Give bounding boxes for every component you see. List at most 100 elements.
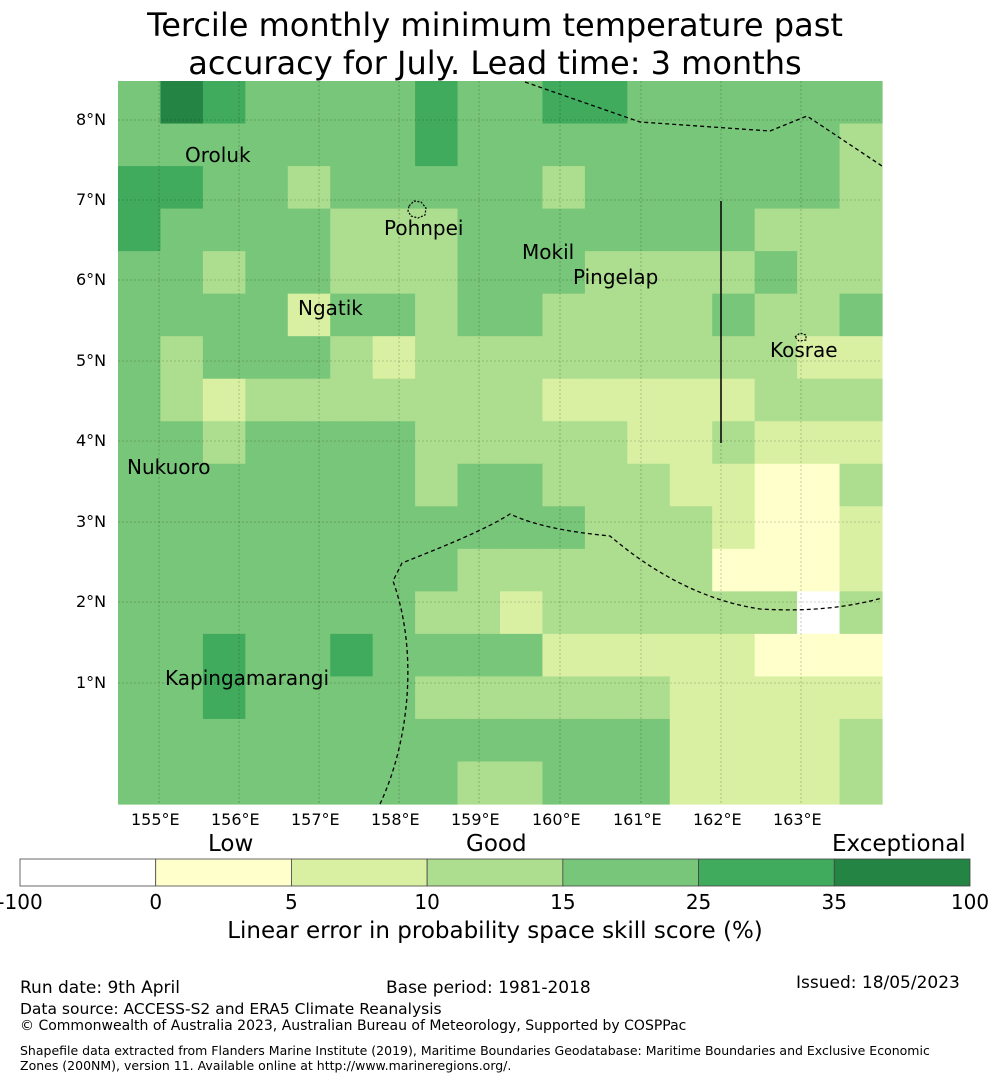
grid-cell <box>372 336 416 380</box>
grid-cell <box>372 378 416 422</box>
grid-cell <box>669 336 713 380</box>
grid-cell <box>245 591 289 635</box>
grid-cell <box>415 591 459 635</box>
grid-cell <box>839 761 883 805</box>
grid-cell <box>287 761 331 805</box>
place-label-nukuoro: Nukuoro <box>127 455 211 479</box>
grid-cell <box>415 633 459 678</box>
grid-cell <box>627 421 671 465</box>
grid-cell <box>712 591 756 635</box>
grid-cell <box>287 548 331 592</box>
grid-cell <box>542 378 586 422</box>
grid-cell <box>839 676 883 720</box>
grid-cell <box>542 166 586 210</box>
grid-cell <box>287 463 331 507</box>
grid-cell <box>160 591 204 635</box>
grid-cell <box>118 548 162 592</box>
place-label-pingelap: Pingelap <box>573 265 659 289</box>
grid-cell <box>712 251 756 295</box>
grid-cell <box>118 591 162 635</box>
grid-cell <box>627 718 671 763</box>
grid-cell <box>797 591 841 635</box>
colorbar-category-low: Low <box>208 831 254 857</box>
grid-cell <box>797 251 841 295</box>
grid-cell <box>372 718 416 763</box>
grid-cell <box>415 506 459 550</box>
grid-cell <box>415 166 459 210</box>
grid-cell <box>245 676 289 720</box>
grid-cell <box>754 293 798 337</box>
grid-cell <box>287 208 331 252</box>
grid-cell <box>627 548 671 592</box>
eez-boundaries <box>379 81 883 805</box>
grid-cell <box>797 421 841 465</box>
grid-cell <box>542 506 586 550</box>
grid-cell <box>415 336 459 380</box>
grid-cell <box>118 336 162 380</box>
grid-cell <box>330 81 374 125</box>
grid-cell <box>245 548 289 592</box>
grid-cell <box>500 718 544 763</box>
grid-cell <box>839 293 883 337</box>
grid-cell <box>584 336 628 380</box>
grid-cell <box>797 123 841 167</box>
grid-cell <box>415 548 459 592</box>
grid-cell <box>372 463 416 507</box>
grid-cell <box>584 591 628 635</box>
colorbar-segment <box>562 858 699 887</box>
grid-cell <box>330 463 374 507</box>
grid-cell <box>669 761 713 805</box>
grid-cell <box>160 251 204 295</box>
grid-cell <box>287 378 331 422</box>
grid-cell <box>415 293 459 337</box>
colorbar-segment <box>426 858 564 887</box>
grid-cell <box>372 591 416 635</box>
grid-cell <box>754 336 798 380</box>
grid-cell <box>245 123 289 167</box>
grid-cell <box>202 718 246 763</box>
grid-cell <box>797 633 841 678</box>
grid-cell <box>330 293 374 337</box>
grid-cell <box>669 591 713 635</box>
grid-cell <box>202 378 246 422</box>
title-line-2: accuracy for July. Lead time: 3 months <box>188 44 802 82</box>
grid-cell <box>627 166 671 210</box>
grid-cell <box>160 633 204 678</box>
grid-cell <box>415 378 459 422</box>
grid-cell <box>372 166 416 210</box>
lat-tick-label: 1°N <box>76 673 107 692</box>
grid-cell <box>500 463 544 507</box>
eez-boundary-south <box>379 513 883 805</box>
grid-cell <box>287 718 331 763</box>
grid-cell <box>330 166 374 210</box>
grid-cell <box>287 123 331 167</box>
grid-cell <box>542 293 586 337</box>
grid-cell <box>202 676 246 720</box>
grid-cell <box>797 548 841 592</box>
grid-cell <box>542 81 586 125</box>
grid-cell <box>797 676 841 720</box>
grid-cell <box>500 633 544 678</box>
grid-cell <box>500 251 544 295</box>
grid-cell <box>754 81 798 125</box>
grid-cell <box>712 293 756 337</box>
grid-cell <box>160 208 204 252</box>
colorbar-tick-label: 10 <box>414 890 440 914</box>
grid-cell <box>287 336 331 380</box>
grid-cell <box>584 123 628 167</box>
grid-cell <box>118 506 162 550</box>
grid-cell <box>754 718 798 763</box>
colorbar-tick-label: 15 <box>550 890 576 914</box>
colorbar <box>19 858 971 887</box>
grid-cell <box>160 166 204 210</box>
grid-cell <box>118 676 162 720</box>
lon-tick-label: 161°E <box>613 810 662 829</box>
grid-cell <box>372 633 416 678</box>
grid-cell <box>797 463 841 507</box>
grid-cell <box>160 81 204 125</box>
grid-cell <box>542 718 586 763</box>
grid-cell <box>457 718 501 763</box>
lon-tick-label: 156°E <box>211 810 260 829</box>
grid-cell <box>839 633 883 678</box>
